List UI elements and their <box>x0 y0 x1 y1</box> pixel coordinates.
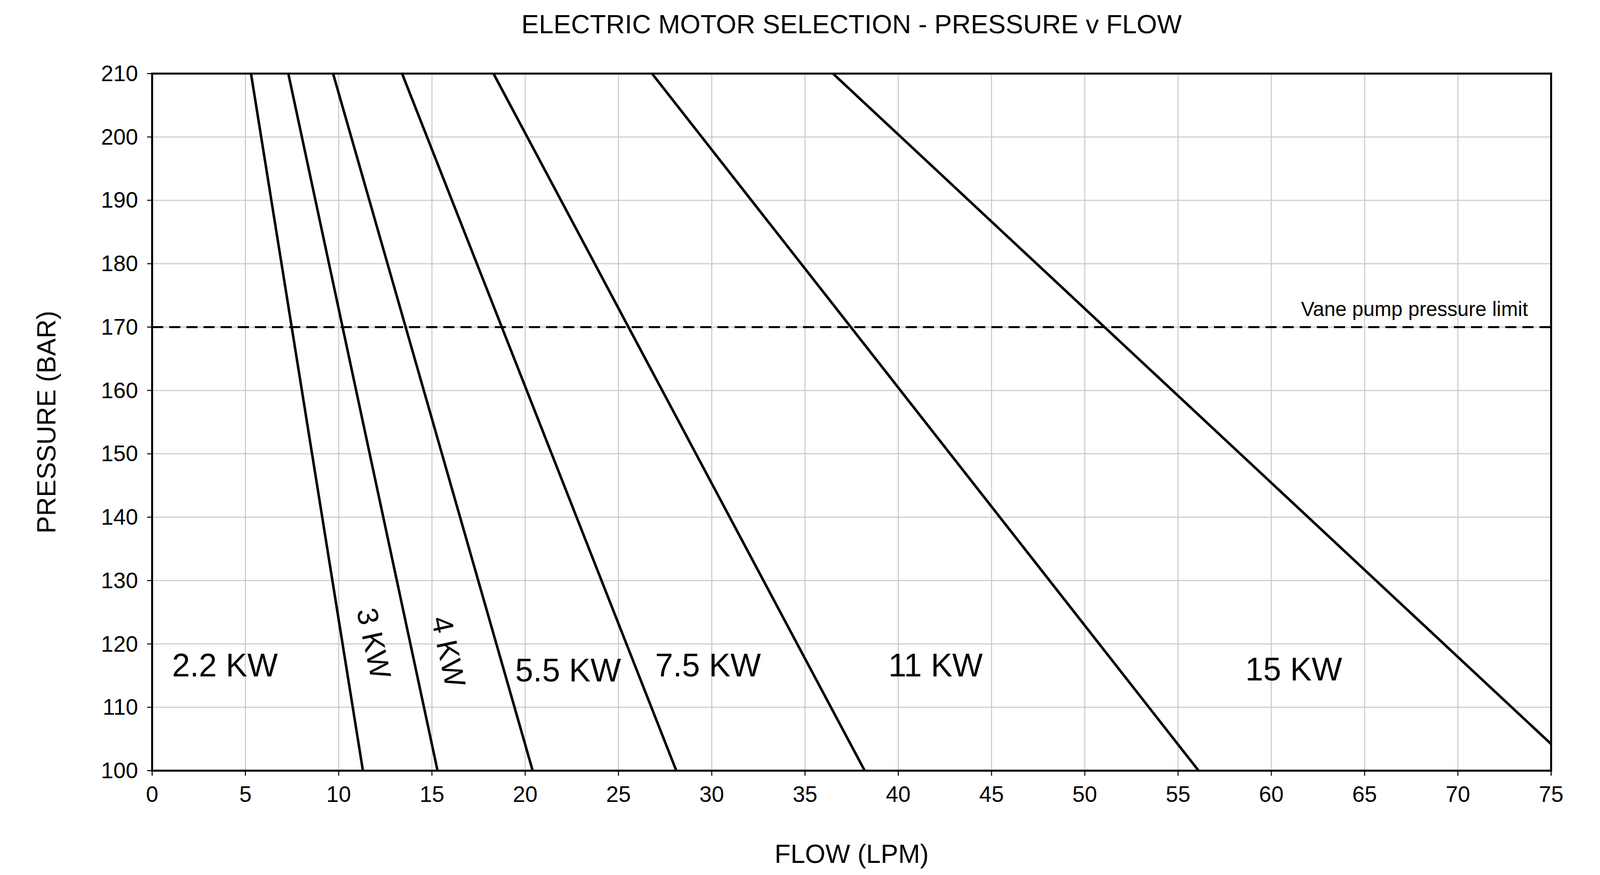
y-tick-label: 150 <box>101 440 139 466</box>
y-tick-label: 190 <box>101 187 139 213</box>
chart: 0 5 10 15 20 25 30 35 40 45 50 55 60 65 70 75 100 110 120 1… <box>0 0 1600 875</box>
y-tick-label: 180 <box>101 250 139 276</box>
y-tick-label: 160 <box>101 377 139 403</box>
series-lines <box>250 73 1552 771</box>
x-tick-label: 20 <box>512 781 538 807</box>
series-line <box>332 73 533 771</box>
y-grid-line <box>152 452 1552 454</box>
x-tick-label: 45 <box>979 781 1005 807</box>
background <box>0 0 1600 875</box>
y-grid-line <box>152 516 1552 518</box>
x-tick-label: 35 <box>792 781 818 807</box>
y-grid-line <box>152 199 1552 201</box>
chart-title: ELECTRIC MOTOR SELECTION - PRESSURE v FL… <box>521 9 1182 39</box>
x-grid-line <box>804 73 806 771</box>
grid <box>152 73 1552 771</box>
series-line <box>402 73 677 771</box>
y-grid-line <box>152 389 1552 391</box>
region-label: 7.5 KW <box>654 646 761 684</box>
region-label: 11 KW <box>888 646 983 684</box>
x-grid-line <box>1177 73 1179 771</box>
y-grid-line <box>152 579 1552 581</box>
series-line <box>832 73 1552 744</box>
y-tick-label: 100 <box>101 757 139 783</box>
x-tick-label: 50 <box>1072 781 1098 807</box>
series-line <box>651 73 1199 771</box>
x-tick-label: 65 <box>1352 781 1377 807</box>
series-line <box>493 73 865 771</box>
region-label: 5.5 KW <box>515 651 622 689</box>
y-grid-line <box>152 136 1552 138</box>
y-tick-label: 110 <box>102 694 139 719</box>
region-label: 15 KW <box>1245 650 1343 688</box>
x-tick-label: 5 <box>239 781 252 807</box>
x-grid-line <box>1457 73 1459 771</box>
axes: 0 5 10 15 20 25 30 35 40 45 50 55 60 65 70 75 100 110 120 1… <box>101 60 1564 807</box>
x-grid-line <box>1084 73 1086 771</box>
y-tick-label: 170 <box>101 314 139 340</box>
x-tick-label: 75 <box>1539 781 1564 807</box>
x-tick-label: 60 <box>1258 781 1284 807</box>
x-tick-label: 30 <box>699 781 724 807</box>
x-tick-label: 15 <box>419 781 445 807</box>
y-axis-label: PRESSURE (BAR) <box>31 310 61 533</box>
region-label: 3 KW <box>350 604 398 682</box>
x-tick-label: 25 <box>606 781 631 807</box>
y-grid-line <box>152 706 1552 708</box>
y-tick-label: 130 <box>101 567 139 593</box>
x-grid-line <box>990 73 992 771</box>
y-tick-label: 140 <box>101 504 139 529</box>
x-grid-line <box>338 73 340 771</box>
x-tick-label: 40 <box>886 781 911 807</box>
y-tick-label: 210 <box>101 60 139 86</box>
x-axis-label: FLOW (LPM) <box>774 838 929 869</box>
x-tick-label: 70 <box>1445 781 1471 807</box>
x-grid-line <box>1364 73 1366 771</box>
x-tick-label: 10 <box>326 781 352 807</box>
y-tick-label: 120 <box>101 631 139 656</box>
reference-line-label: Vane pump pressure limit <box>1300 297 1528 320</box>
region-label: 2.2 KW <box>171 646 278 684</box>
x-tick-label: 55 <box>1165 781 1191 807</box>
region-label: 4 KW <box>425 613 473 690</box>
x-tick-label: 0 <box>146 781 159 807</box>
plot-frame <box>152 73 1552 771</box>
y-grid-line <box>152 262 1552 264</box>
y-tick-label: 200 <box>101 124 139 150</box>
